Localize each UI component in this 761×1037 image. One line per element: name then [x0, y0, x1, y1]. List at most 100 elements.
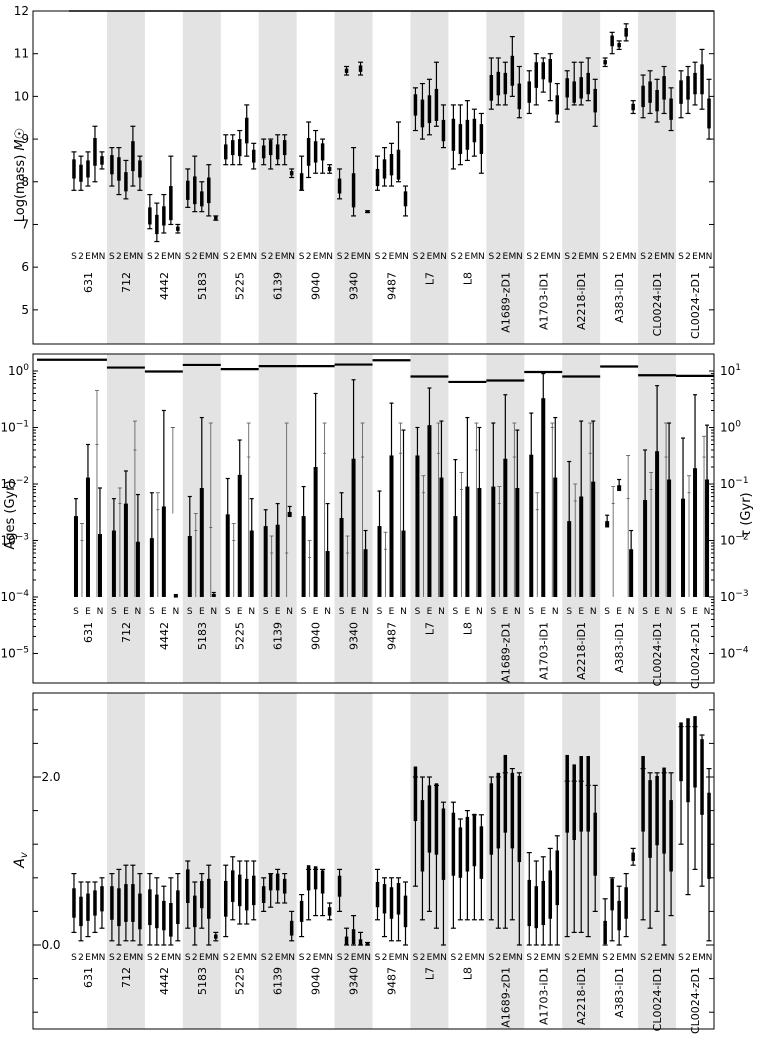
- av-point-631-M-box: [93, 890, 97, 916]
- mass-point-9487-N-box: [403, 191, 408, 207]
- model-label-A383-iD1-N: N: [630, 252, 637, 262]
- mass-point-4442-S-box: [148, 207, 152, 225]
- age-point-L8-E-bar: [465, 486, 470, 597]
- model-label-631-S: S: [71, 252, 77, 262]
- model-label-A1689-zD1-2: 2: [495, 252, 501, 262]
- av-point-5183-E-box: [200, 880, 204, 909]
- model-label-4442-N: N: [174, 953, 181, 963]
- model-label-9340-2: 2: [344, 953, 350, 963]
- object-label-A1689-zD1: A1689-zD1: [499, 622, 512, 683]
- model-label-L8-N: N: [478, 953, 485, 963]
- mass-point-9040-N-box: [327, 166, 332, 172]
- av-point-9040-S-box: [299, 900, 304, 922]
- object-label-A383-iD1: A383-iD1: [613, 272, 626, 323]
- mass-point-9487-2-box: [382, 159, 387, 179]
- mass-point-712-2-box: [117, 157, 121, 181]
- age-point-9340-N-bar: [363, 549, 368, 597]
- model-label-9340-S: S: [337, 252, 343, 262]
- object-label-A1689-zD1: A1689-zD1: [499, 272, 512, 333]
- model-label-9487-N: N: [402, 953, 409, 963]
- object-label-631: 631: [82, 272, 95, 293]
- object-label-A1703-iD1: A1703-iD1: [537, 622, 550, 680]
- mass-point-6139-S-box: [261, 145, 266, 159]
- panel-frame: [32, 353, 715, 684]
- mass-point-A1703-iD1-E-box: [541, 62, 546, 80]
- mass-point-A1703-iD1-M-box: [548, 59, 553, 83]
- age-point-4442-S-bar: [149, 538, 154, 597]
- object-label-5225: 5225: [234, 967, 247, 995]
- model-label-6139-N: N: [286, 607, 293, 617]
- model-label-6139-2: 2: [268, 953, 274, 963]
- mass-ylabel: Log(mass) M☉: [13, 128, 28, 223]
- mass-point-6139-N-box: [289, 171, 294, 176]
- model-label-9487-N: N: [400, 607, 407, 617]
- object-label-5225: 5225: [234, 272, 247, 300]
- model-label-L7-S: S: [415, 607, 421, 617]
- object-label-9040: 9040: [310, 967, 323, 995]
- model-label-5225-S: S: [225, 607, 231, 617]
- ytick-label-0: 0.0: [41, 938, 60, 952]
- model-label-712-M: M: [129, 252, 137, 262]
- age-point-A1689-zD1-S-bar: [491, 486, 496, 597]
- mass-point-712-N-box: [138, 160, 142, 178]
- age-point-6139-E-bar: [275, 524, 280, 597]
- ytick-label-right-2: 10−2: [720, 532, 749, 547]
- model-label-L7-2: 2: [420, 252, 426, 262]
- model-label-L7-N: N: [440, 252, 447, 262]
- object-label-9040: 9040: [310, 622, 323, 650]
- ytick-label-2: 10−3: [0, 532, 29, 547]
- av-point-5183-N-box: [214, 934, 218, 939]
- model-label-6139-S: S: [261, 953, 267, 963]
- model-label-631-N: N: [99, 953, 106, 963]
- model-label-4442-E: E: [161, 607, 167, 617]
- model-label-A383-iD1-M: M: [622, 252, 630, 262]
- mass-point-5225-M-box: [244, 117, 249, 144]
- model-label-9040-S: S: [299, 953, 305, 963]
- av-point-L7-N-box: [441, 808, 446, 880]
- model-label-9040-E: E: [313, 252, 319, 262]
- age-point-9487-N-bar: [401, 530, 406, 597]
- model-label-A1689-zD1-S: S: [488, 252, 494, 262]
- model-label-A1689-zD1-E: E: [502, 953, 508, 963]
- mass-point-L8-S-box: [451, 118, 456, 151]
- model-label-A1689-zD1-M: M: [508, 252, 516, 262]
- model-label-CL0024-zD1-2: 2: [685, 953, 691, 963]
- mass-point-A1689-zD1-S-box: [489, 75, 494, 101]
- age-point-6139-N-bar: [287, 511, 292, 518]
- object-label-6139: 6139: [272, 967, 285, 995]
- model-label-CL0024-zD1-E: E: [692, 607, 698, 617]
- av-point-A1703-iD1-2-box: [534, 886, 539, 929]
- av-point-A1689-zD1-2-box: [496, 772, 501, 849]
- mass-point-CL0024-zD1-N-box: [707, 98, 711, 129]
- model-label-5225-M: M: [243, 252, 251, 262]
- model-label-CL0024-zD1-N: N: [706, 252, 713, 262]
- model-label-A383-iD1-S: S: [602, 953, 608, 963]
- av-point-712-2-box: [117, 888, 121, 927]
- av-point-A2218-iD1-2-box: [572, 764, 576, 840]
- av-point-9040-E-box: [313, 866, 318, 890]
- age-point-631-S-bar: [73, 516, 78, 597]
- av-point-A383-iD1-N-box: [631, 852, 635, 861]
- age-point-9040-E-bar: [313, 466, 318, 597]
- model-label-5183-E: E: [199, 252, 205, 262]
- model-label-A2218-iD1-S: S: [566, 607, 572, 617]
- mass-point-CL0024-zD1-E-box: [693, 72, 697, 95]
- av-point-4442-2-box: [155, 894, 159, 929]
- mass-point-4442-E-box: [162, 206, 166, 226]
- model-label-4442-S: S: [149, 607, 155, 617]
- av-point-712-S-box: [110, 886, 114, 920]
- object-label-CL0024-zD1: CL0024-zD1: [689, 272, 702, 339]
- model-label-5225-S: S: [223, 953, 229, 963]
- model-label-L7-E: E: [427, 953, 433, 963]
- extinction-panel: Av 0.02.0S 2 E M N S 2 E M N S 2 E M N S 2 E M N S 2 E M N S 2 E M N S…: [12, 692, 715, 1034]
- model-label-L8-S: S: [451, 953, 457, 963]
- model-label-L8-E: E: [465, 953, 471, 963]
- model-label-5225-N: N: [248, 607, 255, 617]
- mass-point-A1703-iD1-2-box: [534, 62, 539, 88]
- mass-point-9040-M-box: [320, 143, 325, 161]
- mass-point-A2218-iD1-M-box: [586, 72, 590, 95]
- model-label-CL0024-zD1-N: N: [706, 953, 713, 963]
- model-label-A2218-iD1-M: M: [584, 252, 592, 262]
- av-point-6139-N-box: [289, 920, 294, 936]
- mass-point-9487-E-box: [389, 154, 394, 176]
